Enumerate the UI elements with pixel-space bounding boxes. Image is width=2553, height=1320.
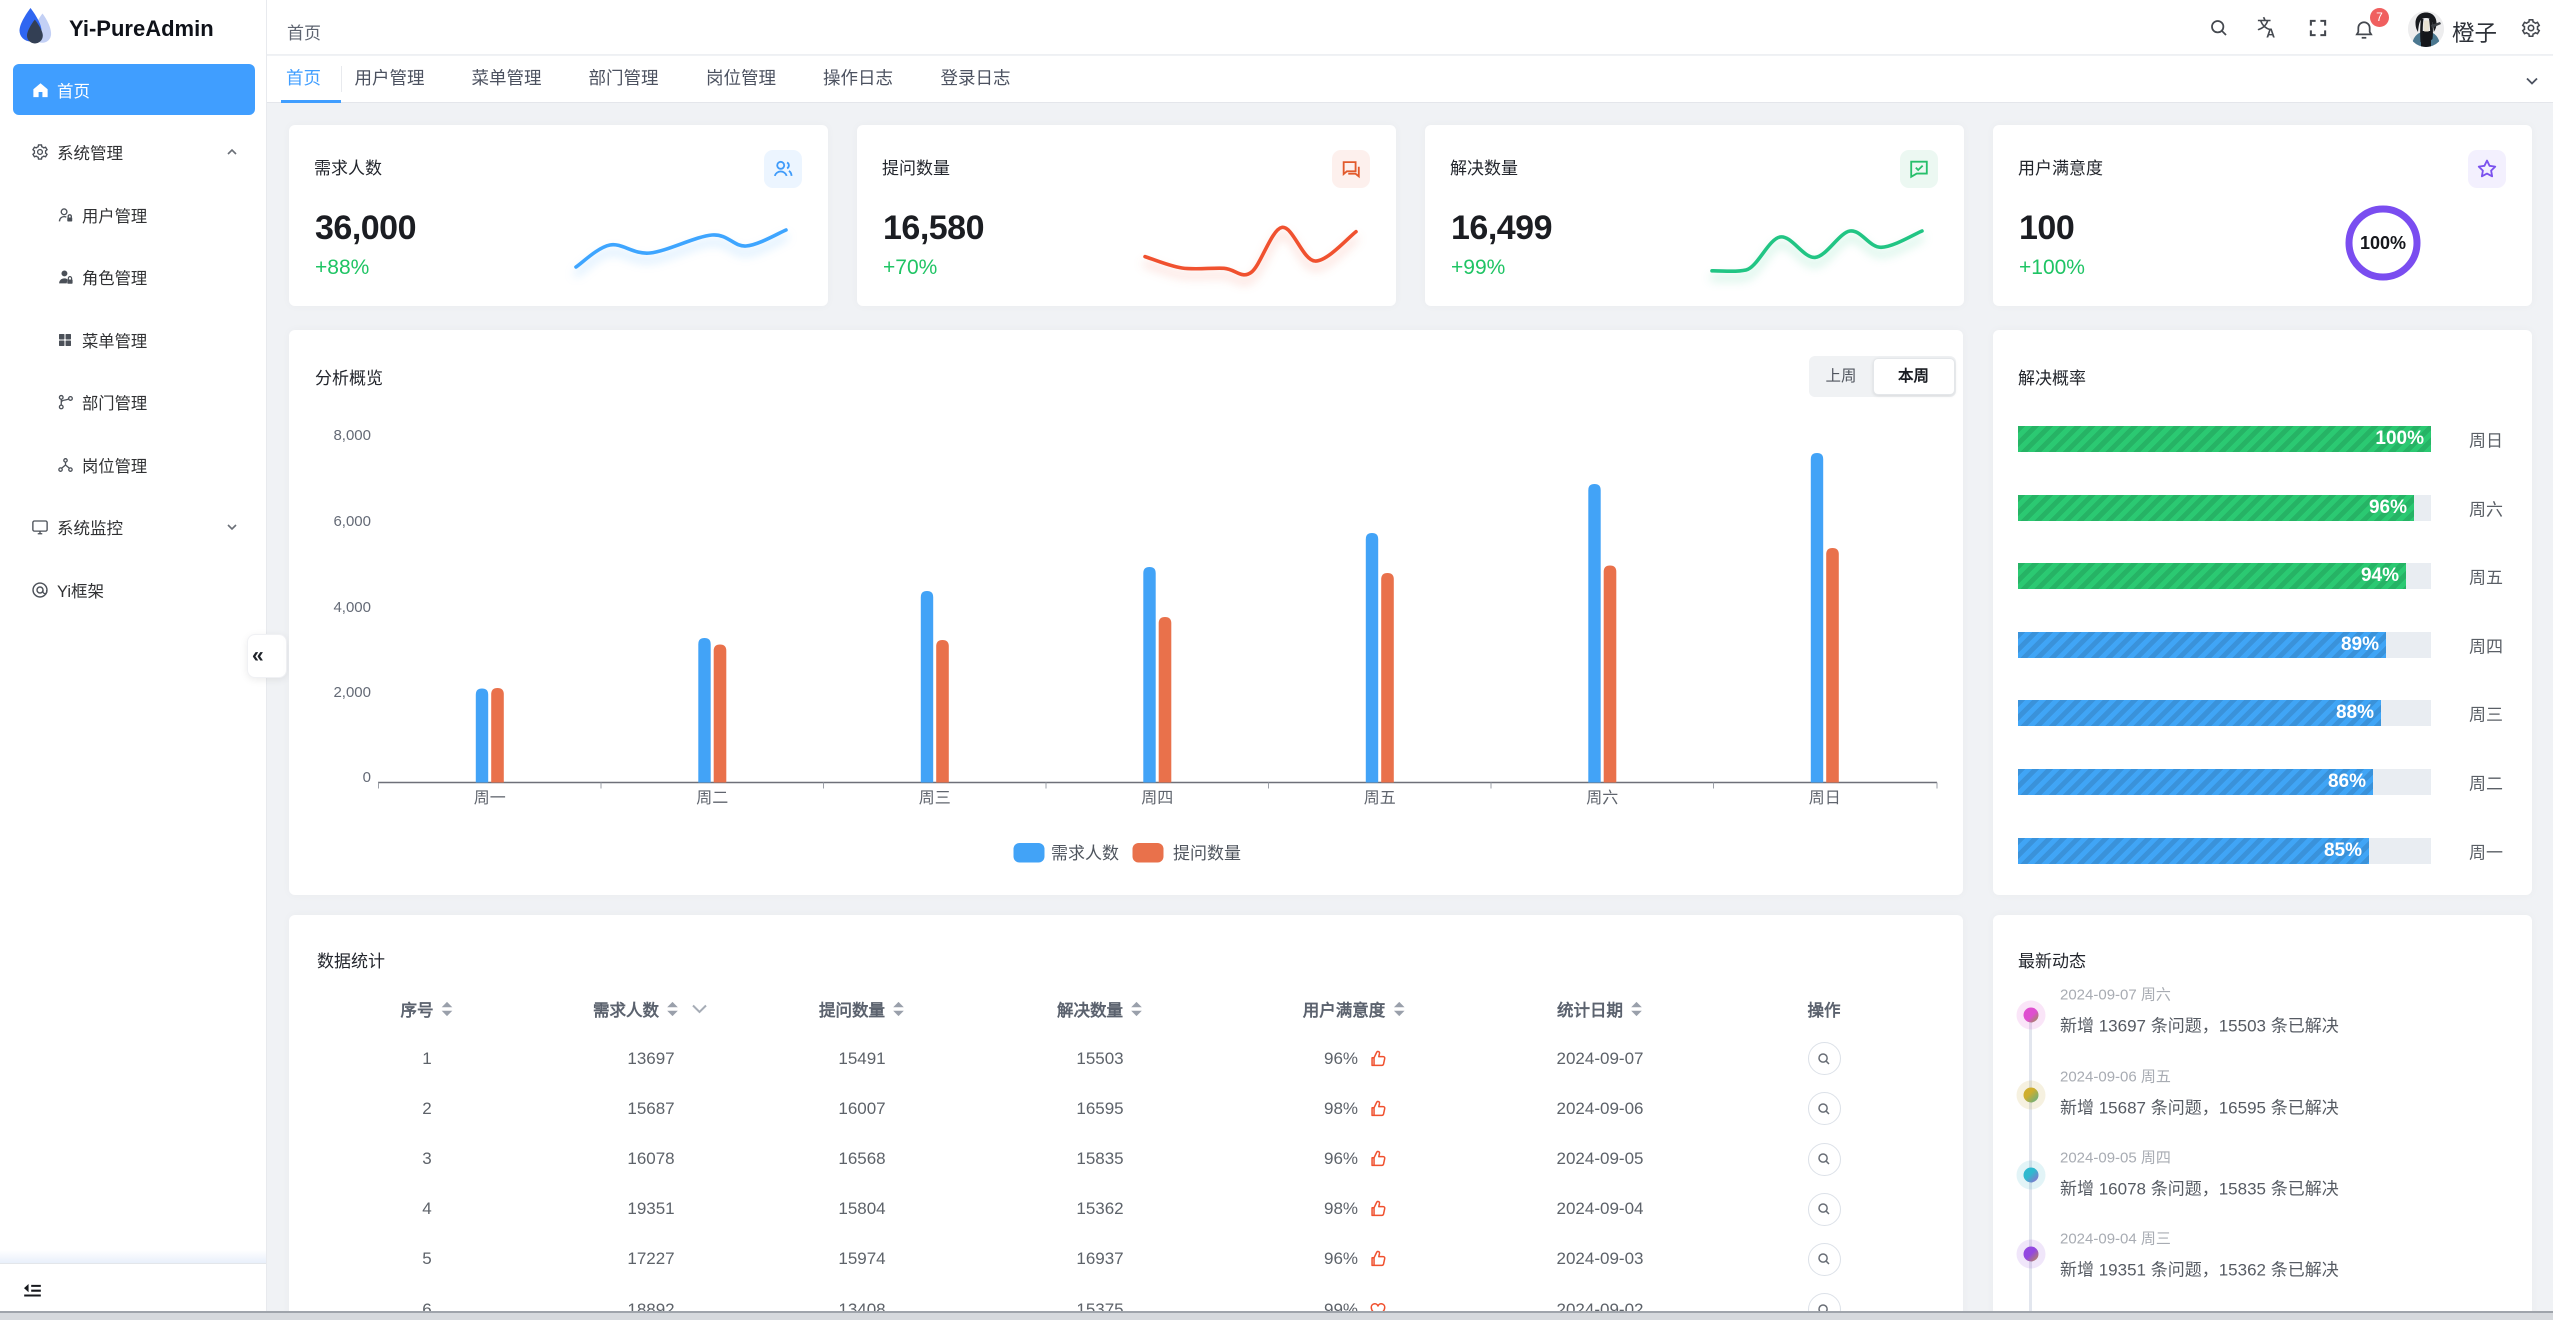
svg-text:4,000: 4,000 <box>333 599 371 616</box>
svg-text:0: 0 <box>363 769 371 786</box>
svg-text:6,000: 6,000 <box>333 513 371 530</box>
svg-text:周二: 周二 <box>696 790 728 807</box>
svg-text:周四: 周四 <box>1141 790 1173 807</box>
svg-text:周六: 周六 <box>1586 789 1618 807</box>
svg-text:周五: 周五 <box>1364 790 1396 807</box>
svg-text:周日: 周日 <box>1809 790 1841 807</box>
svg-text:文: 文 <box>2257 17 2271 32</box>
svg-text:周三: 周三 <box>919 790 951 807</box>
svg-text:提问数量: 提问数量 <box>1173 844 1241 863</box>
svg-text:2,000: 2,000 <box>333 684 371 701</box>
svg-text:周一: 周一 <box>474 790 506 807</box>
svg-text:A: A <box>2266 27 2275 40</box>
svg-text:需求人数: 需求人数 <box>1051 844 1119 863</box>
svg-text:8,000: 8,000 <box>333 427 371 444</box>
